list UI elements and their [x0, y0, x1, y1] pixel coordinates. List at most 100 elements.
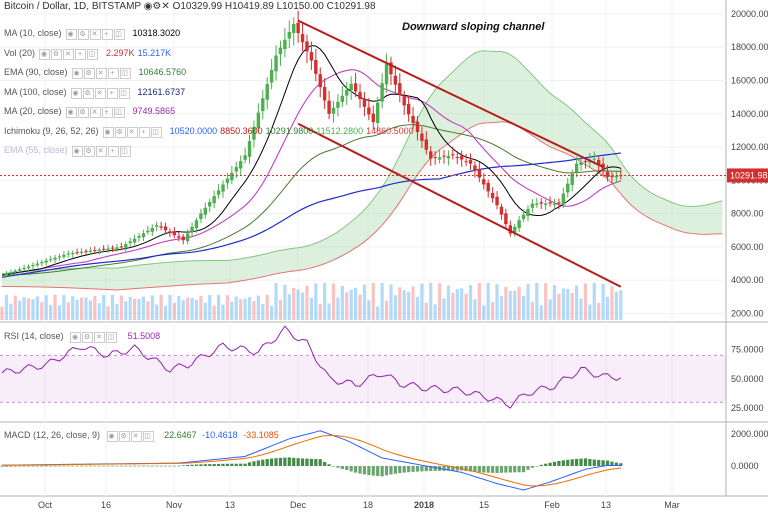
indicator-actions[interactable]: ◉ ⚙ ✕ + ◫	[65, 29, 125, 40]
macd-histogram-bar	[544, 463, 548, 466]
close-icon[interactable]: ✕	[161, 1, 170, 12]
candle-body	[75, 252, 79, 254]
candle-body	[504, 213, 508, 225]
candle-body	[583, 161, 588, 163]
candle-body	[424, 139, 429, 150]
macd-histogram-bar	[398, 466, 402, 474]
volume-bar	[110, 294, 115, 320]
macd-histogram-bar	[186, 465, 190, 466]
candle-body	[499, 206, 504, 215]
rsi-tick-label: 75.0000	[731, 345, 764, 355]
indicator-value: 2.297K	[106, 47, 135, 58]
macd-actions[interactable]: ◉ ⚙ ✕ ◫	[106, 431, 154, 442]
macd-histogram-bar	[31, 465, 35, 467]
candle-body	[88, 250, 93, 252]
indicator-actions[interactable]: ◉ ⚙ ✕ + ◫	[102, 126, 162, 138]
candle-body	[508, 225, 512, 234]
macd-histogram-bar	[274, 458, 278, 466]
macd-histogram-bar	[601, 460, 605, 466]
volume-bar	[548, 299, 552, 320]
macd-histogram-bar	[225, 463, 230, 466]
rsi-legend: RSI (14, close) ◉ ⚙ ✕ ◫ 51.5008	[4, 330, 160, 343]
macd-histogram-bar	[491, 466, 495, 473]
candle-body	[225, 178, 230, 184]
candle-body	[327, 100, 331, 114]
candle-body	[380, 83, 384, 102]
macd-histogram-bar	[40, 465, 44, 467]
volume-bar	[243, 298, 247, 320]
macd-histogram-bar	[530, 466, 534, 468]
volume-bar	[44, 295, 48, 320]
settings-icon[interactable]: ⚙	[152, 1, 162, 12]
volume-bar	[57, 305, 62, 320]
macd-histogram-bar	[296, 458, 300, 466]
candle-body	[252, 126, 256, 140]
candle-body	[429, 151, 433, 159]
candle-body	[451, 154, 455, 156]
ohlc-open: O10329.99	[172, 1, 223, 12]
macd-histogram-bar	[239, 463, 243, 466]
candle-body	[526, 209, 530, 216]
volume-bar	[557, 293, 561, 320]
volume-bar	[239, 299, 243, 320]
macd-histogram-bar	[287, 457, 291, 466]
price-tick-label: 20000.00	[731, 9, 768, 19]
candle-body	[597, 159, 601, 165]
volume-bar	[252, 301, 256, 320]
indicator-actions[interactable]: ◉ ⚙ ✕ + ◫	[70, 87, 130, 99]
volume-bar	[407, 291, 411, 320]
candle-body	[318, 74, 322, 88]
candle-body	[446, 156, 451, 159]
candle-body	[119, 246, 124, 248]
candle-body	[367, 107, 371, 115]
volume-bar	[186, 297, 190, 320]
candle-body	[155, 225, 159, 227]
candle-body	[495, 196, 499, 206]
volume-bar	[415, 296, 420, 320]
indicator-value: 10318.3020	[132, 28, 181, 38]
macd-histogram-bar	[208, 464, 212, 466]
volume-bar	[230, 301, 234, 320]
volume-bar	[380, 282, 384, 320]
volume-bar	[592, 282, 596, 320]
macd-histogram-bar	[389, 466, 393, 475]
symbol-actions[interactable]: ◉⚙✕	[144, 1, 170, 12]
candle-body	[437, 157, 442, 160]
volume-bar	[128, 296, 132, 320]
rsi-actions[interactable]: ◉ ⚙ ✕ ◫	[70, 332, 118, 343]
indicator-actions[interactable]: ◉ ⚙ ✕ + ◫	[71, 146, 131, 157]
candle-body	[190, 226, 194, 233]
candle-body	[150, 227, 154, 232]
candle-body	[9, 272, 13, 274]
volume-bar	[31, 299, 35, 320]
macd-histogram-bar	[265, 459, 269, 466]
candle-body	[393, 75, 398, 85]
candle-body	[265, 84, 269, 100]
candle-body	[521, 214, 526, 219]
volume-bar	[499, 296, 504, 320]
candle-body	[513, 226, 517, 233]
macd-histogram-bar	[552, 461, 557, 466]
macd-histogram-bar	[146, 465, 150, 467]
volume-bar	[504, 286, 508, 320]
macd-histogram-bar	[110, 465, 115, 467]
volume-bar	[402, 290, 406, 320]
candle-body	[22, 267, 26, 270]
candle-body	[230, 172, 234, 181]
macd-value-3: -33.1085	[243, 430, 279, 440]
candle-body	[278, 47, 283, 55]
volume-bar	[278, 299, 283, 320]
indicator-actions[interactable]: ◉ ⚙ ✕ + ◫	[65, 107, 125, 118]
candle-body	[530, 203, 535, 208]
volume-bar	[283, 284, 287, 320]
candle-body	[261, 98, 265, 112]
candle-body	[389, 62, 393, 75]
indicator-actions[interactable]: ◉ ⚙ ✕ + ◫	[71, 68, 131, 79]
ema90-line	[1, 124, 621, 276]
candle-body	[574, 163, 579, 173]
eye-icon[interactable]: ◉	[143, 1, 153, 12]
indicator-actions[interactable]: ◉ ⚙ ✕ + ◫	[39, 48, 99, 60]
macd-histogram-bar	[79, 465, 84, 467]
